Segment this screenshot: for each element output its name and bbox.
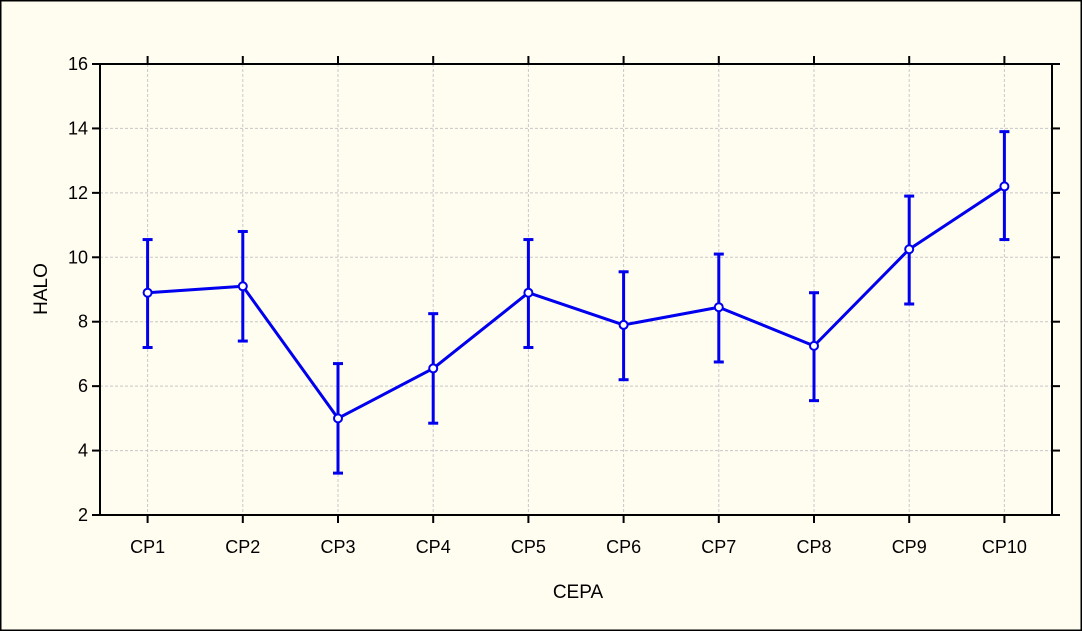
x-tick-label: CP1 bbox=[130, 537, 165, 557]
data-point bbox=[142, 287, 153, 298]
data-point bbox=[904, 244, 915, 255]
y-axis: 2 4 6 8 10 12 14 16 bbox=[68, 54, 1060, 525]
y-tick-label: 4 bbox=[78, 441, 88, 461]
data-point bbox=[618, 319, 629, 330]
y-tick-label: 6 bbox=[78, 376, 88, 396]
y-tick-label: 2 bbox=[78, 505, 88, 525]
data-point bbox=[333, 413, 343, 424]
series-line bbox=[147, 185, 1006, 420]
x-axis: CP1 CP2 CP3 CP4 CP5 CP6 CP7 CP8 CP9 CP10 bbox=[130, 56, 1027, 557]
y-tick-label: 12 bbox=[68, 183, 88, 203]
data-point bbox=[999, 181, 1010, 192]
data-points bbox=[142, 181, 1010, 424]
x-tick-label: CP3 bbox=[320, 537, 355, 557]
x-tick-label: CP6 bbox=[606, 537, 641, 557]
x-tick-label: CP7 bbox=[701, 537, 736, 557]
y-tick-label: 8 bbox=[78, 312, 88, 332]
data-point bbox=[237, 281, 248, 292]
data-point bbox=[713, 302, 724, 313]
x-axis-title: CEPA bbox=[553, 582, 604, 603]
y-tick-label: 10 bbox=[68, 247, 88, 267]
y-tick-label: 16 bbox=[68, 54, 88, 74]
y-tick-label: 14 bbox=[68, 118, 88, 138]
y-axis-title: HALO bbox=[31, 263, 52, 315]
data-point bbox=[523, 287, 534, 298]
x-tick-label: CP9 bbox=[892, 537, 927, 557]
plot-area-border bbox=[99, 63, 1053, 516]
x-tick-label: CP10 bbox=[982, 537, 1027, 557]
x-tick-label: CP2 bbox=[225, 537, 260, 557]
x-tick-label: CP8 bbox=[796, 537, 831, 557]
data-point bbox=[809, 340, 819, 351]
x-tick-label: CP5 bbox=[511, 537, 546, 557]
data-point bbox=[428, 363, 439, 374]
x-tick-label: CP4 bbox=[416, 537, 451, 557]
